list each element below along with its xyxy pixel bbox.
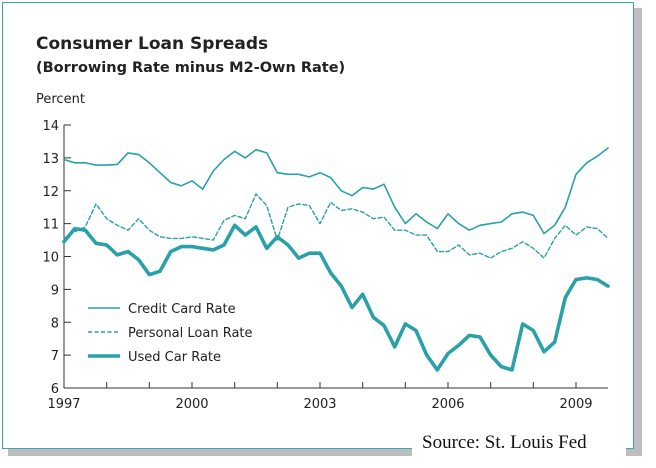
y-tick-label: 10 bbox=[42, 251, 59, 266]
x-tick-label: 2009 bbox=[559, 397, 592, 412]
frame-shadow-right bbox=[634, 8, 642, 450]
chart-legend: Credit Card Rate Personal Loan Rate Used C… bbox=[88, 302, 253, 365]
personal-loan-rateline-line bbox=[63, 193, 609, 259]
used-car-rateline-line bbox=[62, 223, 610, 372]
chart-title: Consumer Loan Spreads bbox=[36, 34, 269, 54]
y-tick-label: 8 bbox=[51, 316, 59, 331]
legend-label-personal-loan-rate: Personal Loan Rate bbox=[128, 326, 253, 341]
y-tick-label: 14 bbox=[42, 119, 59, 134]
x-tick-label: 2006 bbox=[431, 397, 464, 412]
y-tick-label: 9 bbox=[51, 283, 59, 298]
y-tick-label: 13 bbox=[42, 152, 59, 167]
x-tick-label: 2000 bbox=[175, 397, 208, 412]
legend-label-credit-card-rate: Credit Card Rate bbox=[128, 302, 236, 317]
y-tick-label: 12 bbox=[42, 185, 59, 200]
legend-label-used-car-rate: Used Car Rate bbox=[128, 350, 221, 365]
chart-subtitle: (Borrowing Rate minus M2-Own Rate) bbox=[36, 60, 346, 76]
x-tick-label: 1997 bbox=[47, 397, 80, 412]
frame-shadow-bottom bbox=[8, 448, 642, 456]
chart-axes: 6 7 8 9 10 11 12 13 14 1997 2000 2003 2006 2009 bbox=[42, 119, 608, 412]
credit-card-rateline-line bbox=[63, 147, 609, 235]
x-tick-label: 2003 bbox=[303, 397, 336, 412]
chart-frame bbox=[2, 2, 634, 449]
y-tick-label: 11 bbox=[42, 218, 59, 233]
chart-series bbox=[62, 147, 610, 372]
source-note: Source: St. Louis Fed bbox=[412, 428, 626, 458]
y-tick-label: 7 bbox=[51, 349, 59, 364]
y-tick-label: 6 bbox=[51, 382, 59, 397]
y-axis-units-label: Percent bbox=[36, 92, 85, 107]
